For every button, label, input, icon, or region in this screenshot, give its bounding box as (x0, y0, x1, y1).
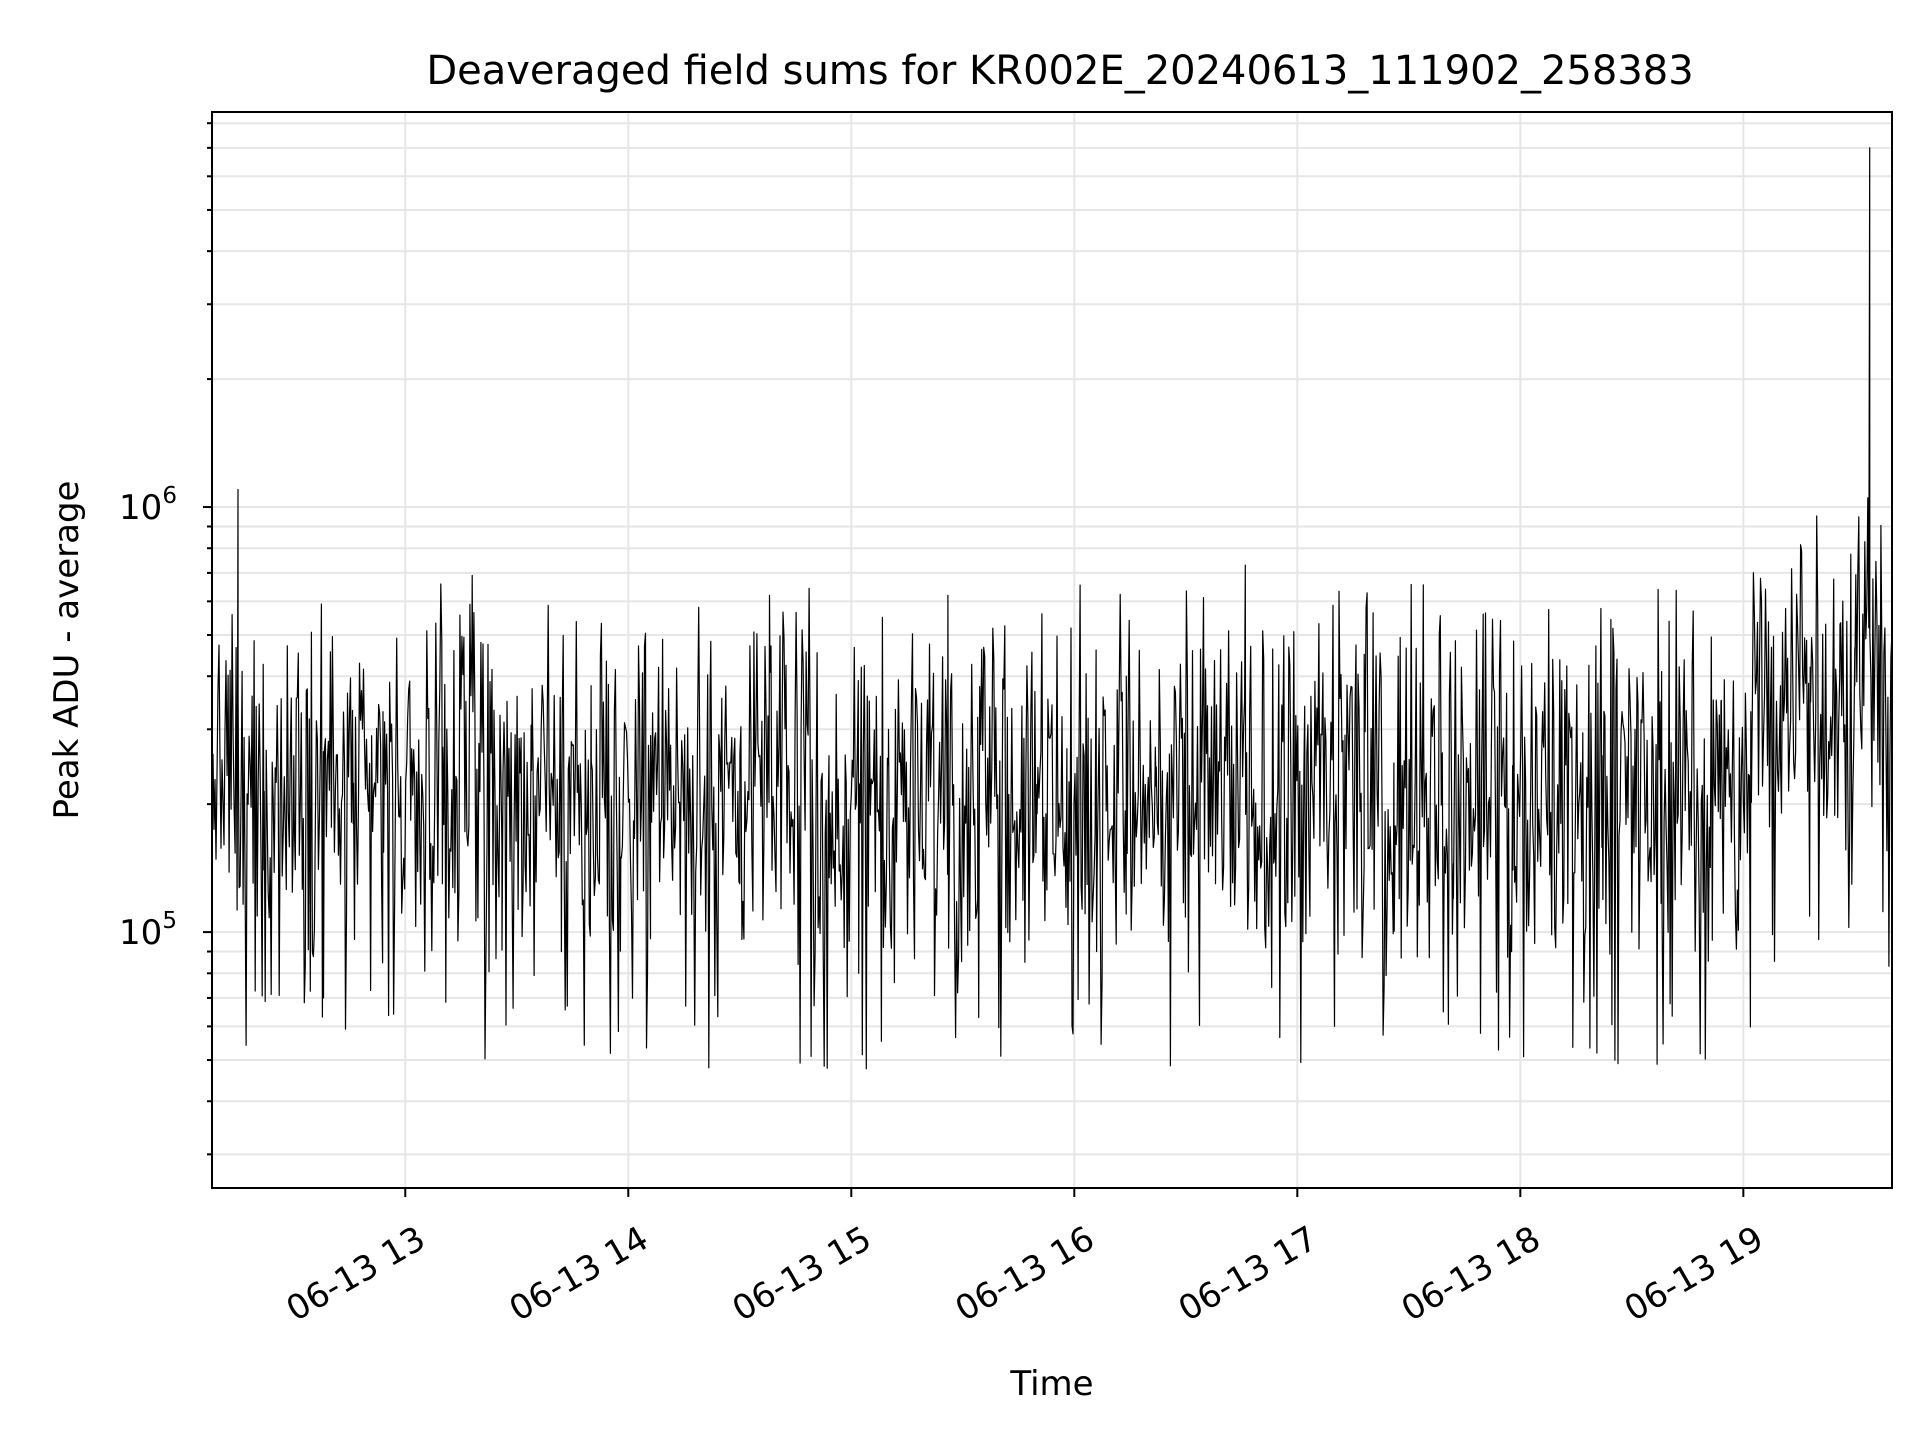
x-tick-label: 06-13 19 (1618, 1219, 1770, 1330)
y-axis-ticks: 105 106 (119, 122, 212, 1156)
x-tick-label: 06-13 15 (726, 1219, 878, 1330)
series-line (211, 147, 1893, 1070)
data-line (211, 147, 1893, 1070)
x-axis-label: Time (1009, 1364, 1093, 1404)
y-tick-label: 105 (119, 908, 177, 953)
gridlines (212, 112, 1892, 1188)
x-tick-label: 06-13 18 (1395, 1219, 1547, 1330)
y-axis-label: Peak ADU - average (47, 481, 87, 820)
x-tick-label: 06-13 14 (503, 1219, 655, 1330)
chart-title: Deaveraged field sums for KR002E_2024061… (426, 48, 1693, 94)
x-axis-ticks: 06-13 13 06-13 14 06-13 15 06-13 16 06-13 17… (280, 1188, 1770, 1330)
plot-frame (211, 111, 1893, 1189)
x-tick-label: 06-13 16 (949, 1219, 1101, 1330)
x-tick-label: 06-13 13 (280, 1219, 432, 1330)
x-tick-label: 06-13 17 (1172, 1219, 1324, 1330)
y-tick-label: 106 (119, 483, 177, 528)
